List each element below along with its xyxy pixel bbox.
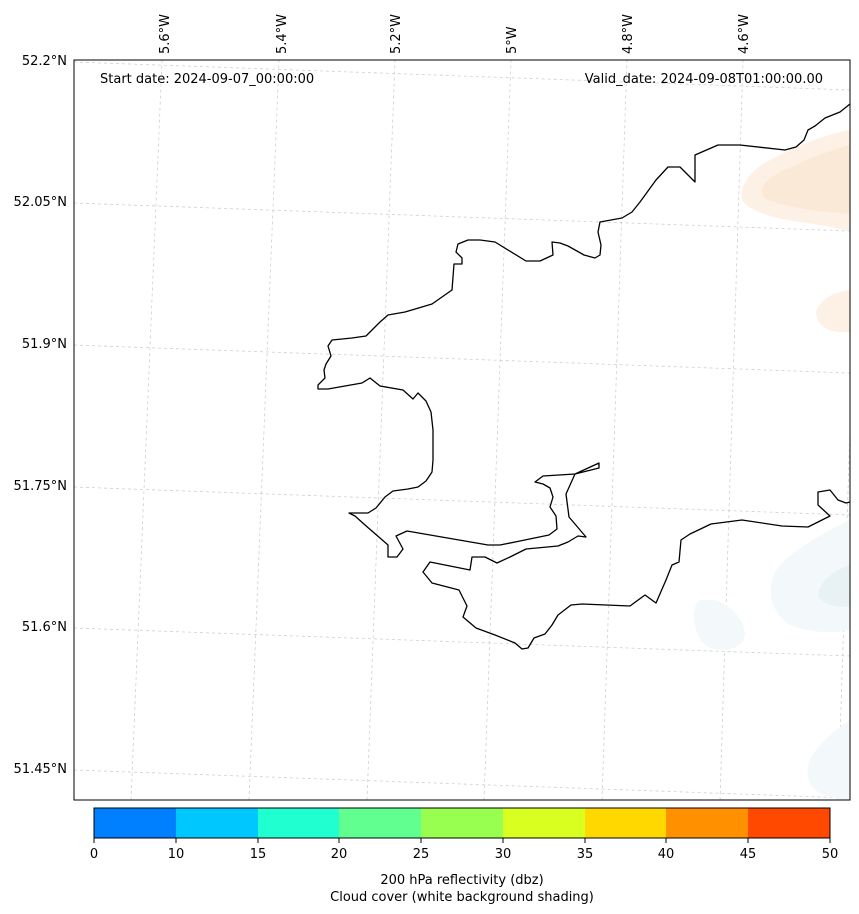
- start-date-label: Start date: 2024-09-07_00:00:00: [100, 72, 314, 87]
- colorbar-frame: [93, 807, 831, 839]
- colorbar-tick-label: 30: [495, 847, 512, 862]
- cloud-shading: [693, 130, 850, 800]
- colorbar-segment: [94, 808, 176, 838]
- map-area: [74, 60, 850, 800]
- colorbar-segment: [339, 808, 421, 838]
- lat-label: 52.2°N: [22, 54, 67, 69]
- colorbar-tick-label: 35: [577, 847, 594, 862]
- lat-label: 51.9°N: [22, 337, 67, 352]
- lat-label: 51.6°N: [22, 620, 67, 635]
- colorbar-segment: [258, 808, 340, 838]
- colorbar-segment: [666, 808, 748, 838]
- lon-label: 5.2°W: [389, 14, 404, 54]
- colorbar-tick-label: 25: [413, 847, 430, 862]
- colorbar-segment: [421, 808, 503, 838]
- lat-label: 51.75°N: [14, 479, 67, 494]
- colorbar-tick-labels: 0 10 15 20 25 30 35 40 45 50: [90, 847, 838, 862]
- colorbar-label: 200 hPa reflectivity (dbz): [380, 873, 543, 888]
- map-frame: [73, 59, 851, 801]
- colorbar-segment: [176, 808, 258, 838]
- lon-label: 5°W: [505, 26, 520, 54]
- colorbar-segment: [748, 808, 830, 838]
- colorbar-tick-label: 45: [740, 847, 757, 862]
- colorbar-tick-label: 40: [658, 847, 675, 862]
- colorbar-tick-label: 20: [331, 847, 348, 862]
- colorbar-segment: [503, 808, 585, 838]
- colorbar: [93, 807, 831, 839]
- lon-label: 4.6°W: [737, 14, 752, 54]
- coastline: [317, 103, 851, 650]
- colorbar-tick-label: 0: [90, 847, 98, 862]
- lon-label: 4.8°W: [621, 14, 636, 54]
- colorbar-tick-label: 10: [168, 847, 185, 862]
- colorbar-tick-label: 50: [822, 847, 839, 862]
- lon-label: 5.6°W: [158, 14, 173, 54]
- longitude-labels: 5.6°W 5.4°W 5.2°W 5°W 4.8°W 4.6°W: [158, 14, 752, 54]
- colorbar-tick-label: 15: [250, 847, 267, 862]
- latitude-labels: 52.2°N 52.05°N 51.9°N 51.75°N 51.6°N 51.…: [14, 54, 67, 777]
- lat-label: 52.05°N: [14, 195, 67, 210]
- lat-label: 51.45°N: [14, 762, 67, 777]
- lon-label: 5.4°W: [275, 14, 290, 54]
- valid-date-label: Valid_date: 2024-09-08T01:00:00.00: [585, 72, 823, 87]
- cloud-cover-caption: Cloud cover (white background shading): [330, 890, 594, 905]
- colorbar-segment: [585, 808, 667, 838]
- colorbar-ticks: [93, 838, 831, 843]
